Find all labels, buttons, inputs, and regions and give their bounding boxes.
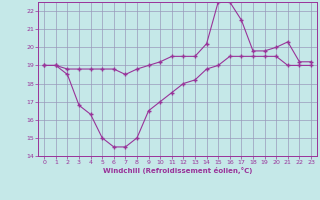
X-axis label: Windchill (Refroidissement éolien,°C): Windchill (Refroidissement éolien,°C) xyxy=(103,167,252,174)
